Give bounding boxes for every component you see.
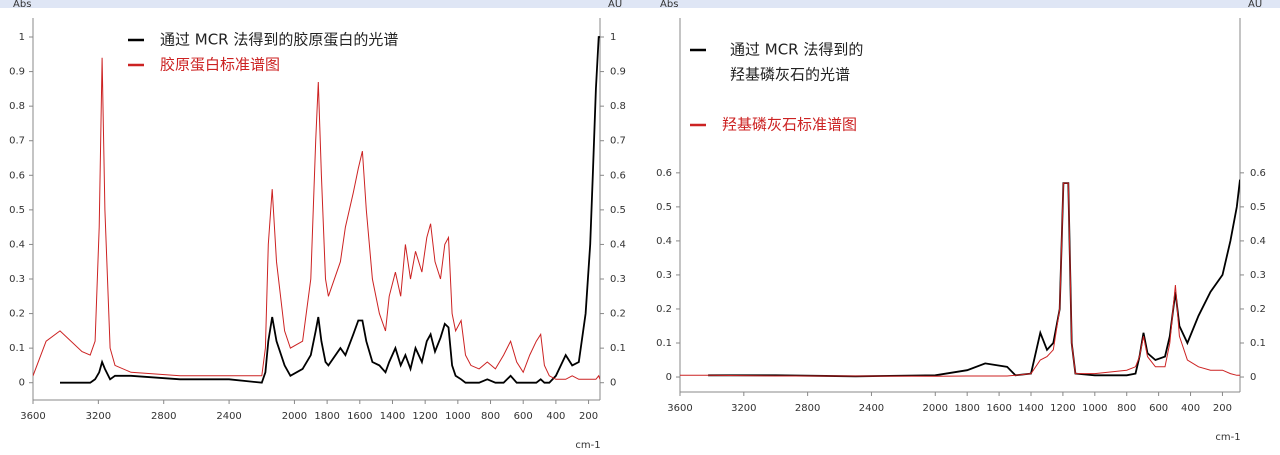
top-strip: [0, 0, 1280, 8]
y-tick-label: 0.4: [9, 239, 25, 250]
series-line: [33, 57, 600, 380]
y-tick-label: 0.9: [9, 67, 25, 78]
y-tick-label: 0.2: [656, 304, 672, 315]
x-tick-label: 3200: [86, 411, 111, 422]
x-tick-label: 1000: [445, 411, 470, 422]
y2-tick-label: 1: [610, 32, 616, 43]
x-tick-label: 600: [1149, 403, 1168, 414]
legend-label: 胶原蛋白标准谱图: [160, 56, 280, 74]
y-tick-label: 0.1: [9, 343, 25, 354]
x-axis-label: cm-1: [1215, 432, 1240, 443]
y-tick-label: 0: [19, 378, 25, 389]
y-tick-label: 0.2: [9, 309, 25, 320]
x-tick-label: 1800: [314, 411, 339, 422]
y2-tick-label: 0: [1250, 372, 1256, 383]
x-tick-label: 400: [1181, 403, 1200, 414]
y2-tick-label: 0.5: [610, 205, 626, 216]
y2-tick-label: 0.6: [1250, 168, 1266, 179]
y-tick-label: 0.8: [9, 101, 25, 112]
x-tick-label: 1800: [954, 403, 979, 414]
y-axis-label: Abs: [13, 0, 31, 10]
y2-tick-label: 0.1: [610, 343, 626, 354]
x-tick-label: 3600: [20, 411, 45, 422]
x-tick-label: 1200: [1050, 403, 1075, 414]
x-tick-label: 400: [546, 411, 565, 422]
y-tick-label: 0.6: [656, 168, 672, 179]
y2-tick-label: 0.1: [1250, 338, 1266, 349]
y2-axis-label: AU: [1248, 0, 1262, 10]
y2-tick-label: 0.7: [610, 136, 626, 147]
y-tick-label: 0: [666, 372, 672, 383]
x-tick-label: 800: [481, 411, 500, 422]
y-tick-label: 0.5: [656, 202, 672, 213]
x-tick-label: 2400: [859, 403, 884, 414]
y2-tick-label: 0.2: [1250, 304, 1266, 315]
series-line: [60, 36, 600, 384]
x-tick-label: 1600: [347, 411, 372, 422]
x-axis-label: cm-1: [575, 440, 600, 451]
x-tick-label: 2800: [151, 411, 176, 422]
legend-label: 羟基磷灰石的光谱: [730, 66, 850, 84]
legend-label: 羟基磷灰石标准谱图: [722, 116, 857, 134]
x-tick-label: 600: [514, 411, 533, 422]
series-line: [680, 182, 1240, 377]
y2-tick-label: 0: [610, 378, 616, 389]
x-tick-label: 1600: [986, 403, 1011, 414]
x-tick-label: 1000: [1082, 403, 1107, 414]
y-tick-label: 0.1: [656, 338, 672, 349]
y2-tick-label: 0.5: [1250, 202, 1266, 213]
x-tick-label: 200: [579, 411, 598, 422]
x-tick-label: 2800: [795, 403, 820, 414]
y2-tick-label: 0.9: [610, 67, 626, 78]
y-tick-label: 0.5: [9, 205, 25, 216]
series-line: [708, 179, 1240, 378]
y-tick-label: 0.7: [9, 136, 25, 147]
x-tick-label: 2400: [216, 411, 241, 422]
x-tick-label: 1400: [380, 411, 405, 422]
x-tick-label: 1400: [1018, 403, 1043, 414]
legend-label: 通过 MCR 法得到的: [730, 41, 863, 59]
legend-label: 通过 MCR 法得到的胶原蛋白的光谱: [160, 31, 398, 49]
y2-tick-label: 0.4: [610, 239, 626, 250]
y-axis-label: Abs: [660, 0, 678, 10]
x-tick-label: 1200: [412, 411, 437, 422]
x-tick-label: 3600: [667, 403, 692, 414]
y2-axis-label: AU: [608, 0, 622, 10]
x-tick-label: 200: [1213, 403, 1232, 414]
x-tick-label: 800: [1117, 403, 1136, 414]
y2-tick-label: 0.3: [610, 274, 626, 285]
x-tick-label: 2000: [282, 411, 307, 422]
y-tick-label: 0.6: [9, 170, 25, 181]
y2-tick-label: 0.6: [610, 170, 626, 181]
y-tick-label: 0.3: [9, 274, 25, 285]
y-tick-label: 1: [19, 32, 25, 43]
y2-tick-label: 0.2: [610, 309, 626, 320]
x-tick-label: 2000: [923, 403, 948, 414]
x-tick-label: 3200: [731, 403, 756, 414]
y2-tick-label: 0.4: [1250, 236, 1266, 247]
y2-tick-label: 0.3: [1250, 270, 1266, 281]
y2-tick-label: 0.8: [610, 101, 626, 112]
y-tick-label: 0.4: [656, 236, 672, 247]
y-tick-label: 0.3: [656, 270, 672, 281]
